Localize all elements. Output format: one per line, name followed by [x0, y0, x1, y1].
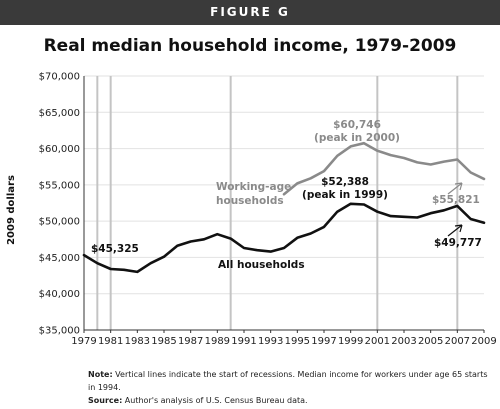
series-lines: [82, 141, 486, 274]
note-line: Note: Vertical lines indicate the start …: [88, 368, 493, 394]
annotation-peak-work-value: $60,746: [333, 119, 381, 131]
figure-banner: FIGURE G: [0, 0, 500, 25]
notes-block: Note: Vertical lines indicate the start …: [88, 368, 493, 407]
x-tick-label: 1991: [231, 336, 256, 347]
annotation-peak-all-value: $52,388: [321, 176, 369, 188]
y-tick-label: $40,000: [39, 289, 80, 300]
y-tick-label: $50,000: [39, 217, 80, 228]
axes: [83, 76, 485, 333]
x-tick-labels: 1979 1981 1983 1985 1987 1989 1991 1993 1995 1997…: [71, 336, 496, 347]
series-line-all-households: [82, 202, 486, 274]
x-tick-label: 1979: [71, 336, 96, 347]
annotation-start-all: $45,325: [91, 243, 139, 255]
gridlines: [84, 75, 484, 331]
y-tick-label: $65,000: [39, 108, 80, 119]
source-label: Source:: [88, 396, 123, 405]
series-label-working-age-2: households: [216, 195, 284, 207]
x-tick-label: 1997: [311, 336, 336, 347]
x-tick-label: 1985: [151, 336, 176, 347]
x-tick-label: 1995: [285, 336, 310, 347]
annotation-end-all: $49,777: [434, 237, 482, 249]
x-tick-label: 2001: [365, 336, 390, 347]
recession-lines: [96, 76, 459, 330]
series-line-working-age-households: [282, 141, 486, 196]
y-tick-labels: $35,000 $40,000 $45,000 $50,000 $55,000 $60,0…: [39, 72, 80, 337]
series-label-all-households: All households: [218, 259, 305, 271]
x-tick-label: 2007: [445, 336, 470, 347]
x-tick-label: 1987: [178, 336, 203, 347]
y-axis-label: 2009 dollars: [6, 175, 17, 245]
arrow-end-all: [447, 224, 463, 237]
source-text: Author's analysis of U.S. Census Bureau …: [122, 396, 308, 405]
y-tick-label: $35,000: [39, 326, 80, 337]
x-tick-label: 1989: [205, 336, 230, 347]
annotation-peak-work-note: (peak in 2000): [314, 132, 400, 144]
y-tick-label: $45,000: [39, 253, 80, 264]
annotation-end-work: $55,821: [432, 194, 480, 206]
note-text: Vertical lines indicate the start of rec…: [88, 370, 488, 392]
note-label: Note:: [88, 370, 113, 379]
series-label-working-age-1: Working-age: [216, 181, 291, 193]
y-tick-label: $70,000: [39, 72, 80, 83]
x-tick-label: 2009: [471, 336, 496, 347]
x-tick-label: 1999: [338, 336, 363, 347]
x-tick-label: 1993: [258, 336, 283, 347]
x-tick-label: 1983: [125, 336, 150, 347]
x-tick-label: 2005: [418, 336, 443, 347]
annotation-peak-all-note: (peak in 1999): [302, 189, 388, 201]
line-chart: $35,000 $40,000 $45,000 $50,000 $55,000 $60,0…: [6, 72, 497, 348]
y-tick-label: $55,000: [39, 180, 80, 191]
y-tick-label: $60,000: [39, 144, 80, 155]
source-line: Source: Author's analysis of U.S. Census…: [88, 394, 493, 407]
x-tick-label: 2003: [391, 336, 416, 347]
x-tick-label: 1981: [98, 336, 123, 347]
chart-title: Real median household income, 1979-2009: [43, 36, 457, 56]
arrow-end-work: [447, 182, 463, 195]
